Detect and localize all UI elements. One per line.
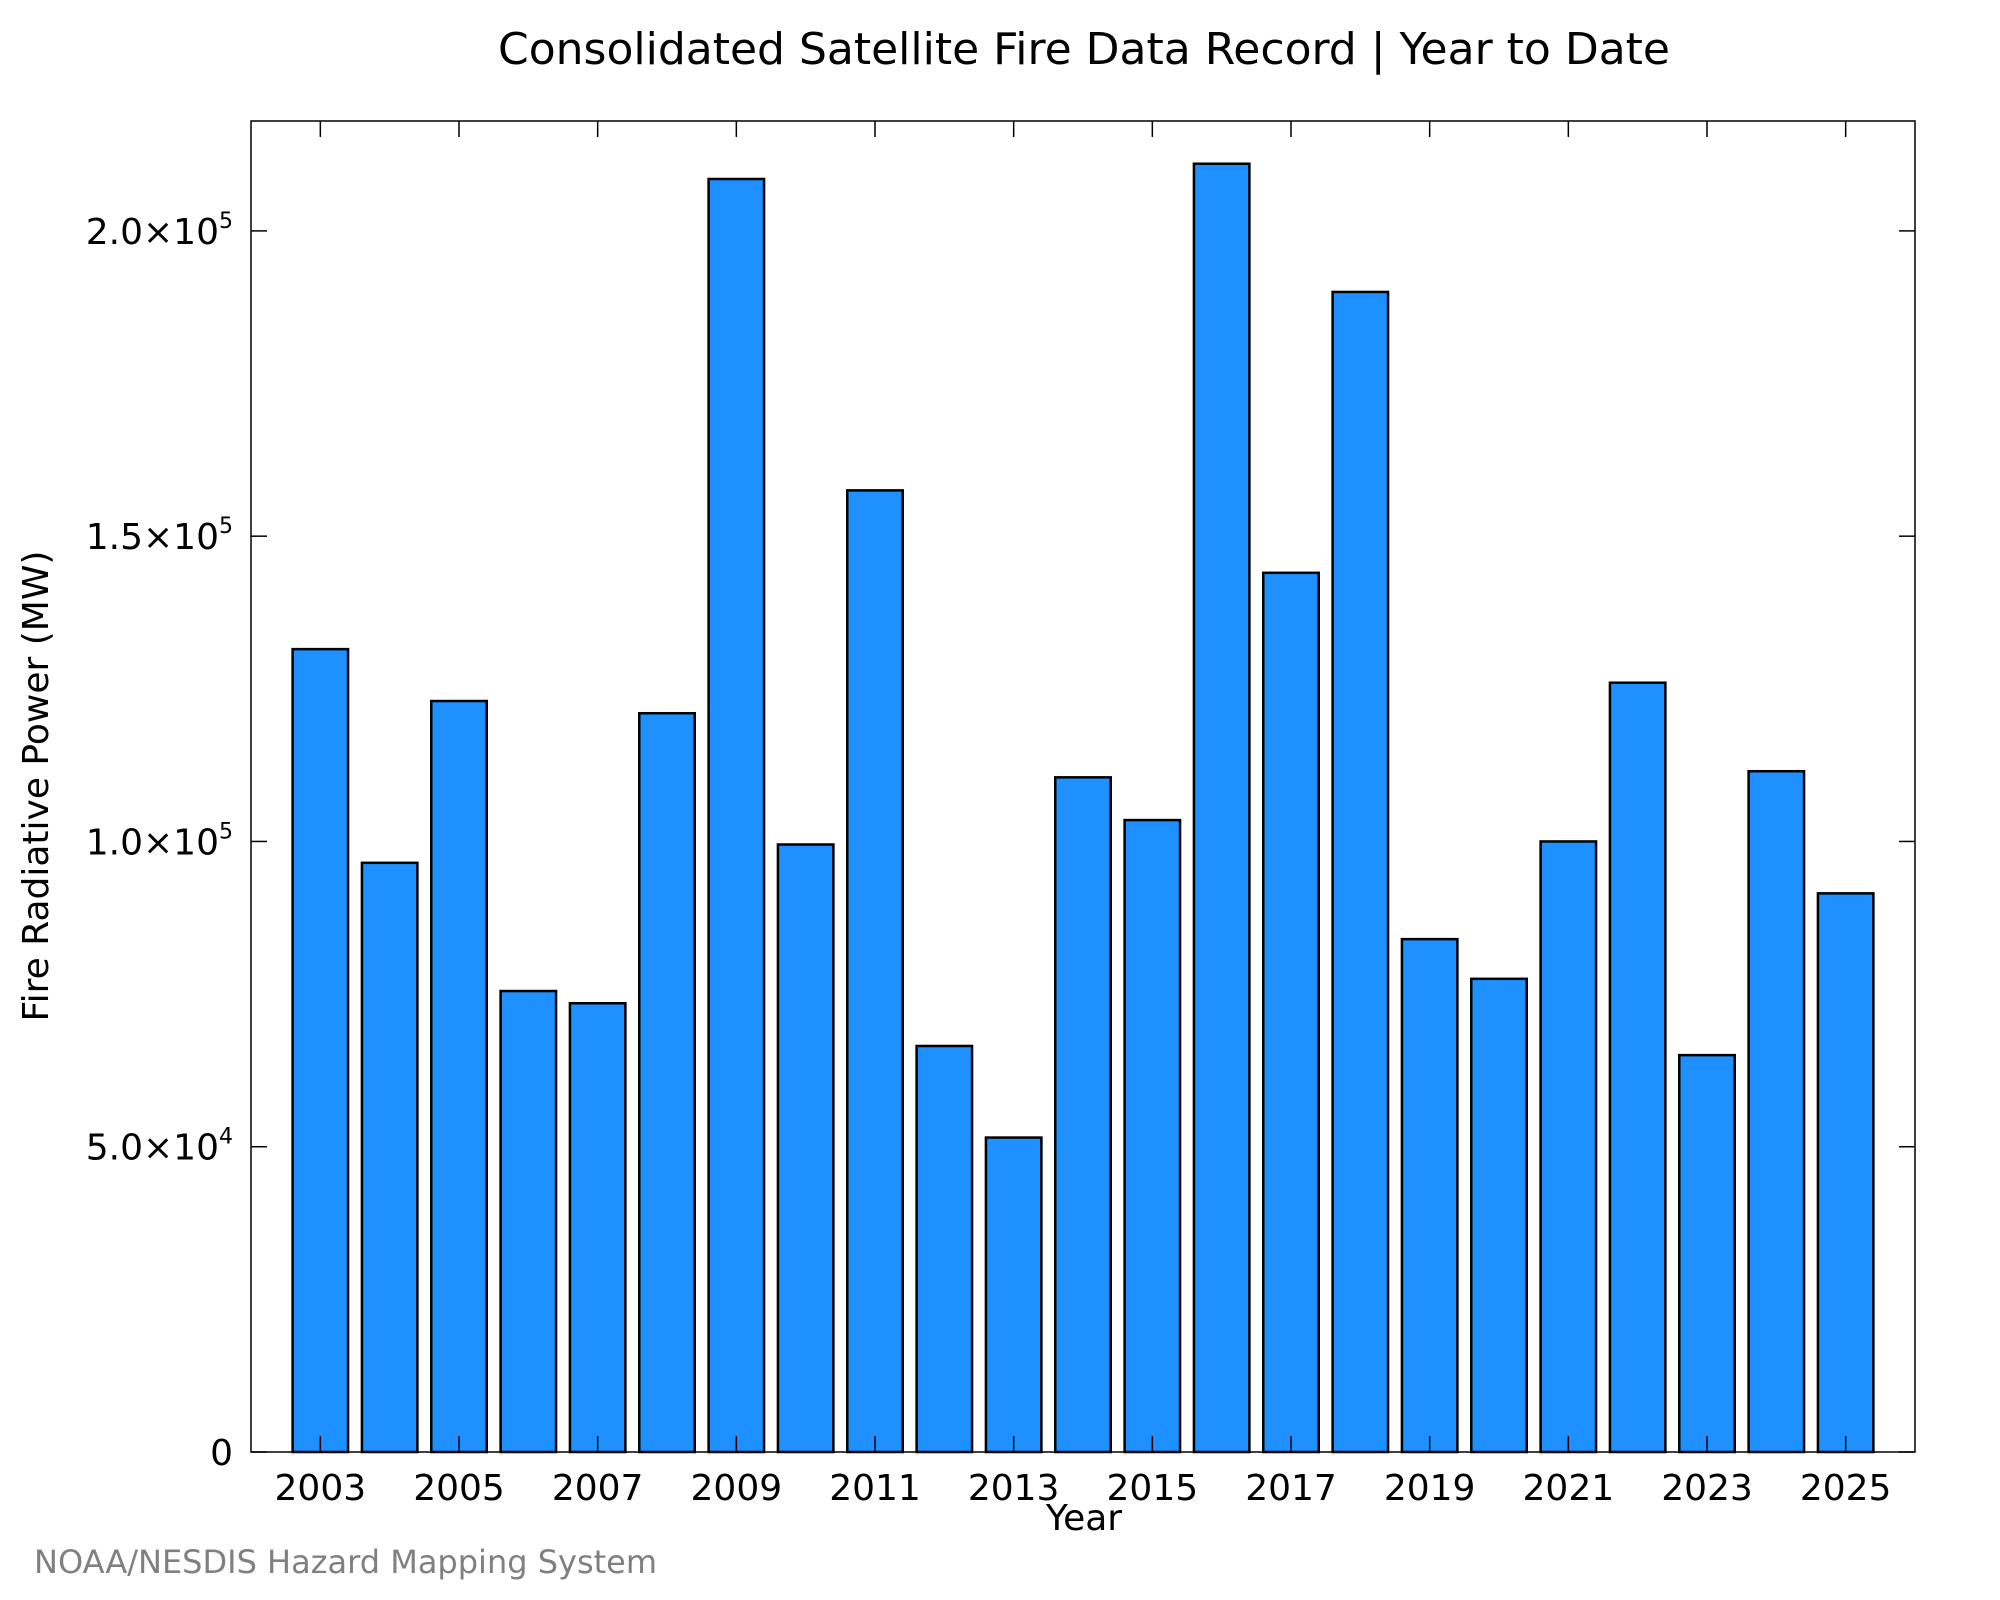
bar-2007 [568,1002,627,1454]
bar-2008 [638,711,696,1454]
bar-2019 [1400,937,1459,1454]
x-tick-label: 2007 [552,1468,644,1509]
y-tick-label: 2.0×105 [86,209,233,253]
x-tick-label: 2013 [968,1468,1060,1509]
x-axis-label: Year [1045,1498,1122,1539]
y-tick-label: 0 [210,1433,233,1474]
x-tick-label: 2021 [1523,1468,1615,1509]
x-tick-label: 2009 [691,1468,783,1509]
bar-2006 [499,989,558,1454]
bar-2015 [1123,818,1182,1454]
bar-2024 [1747,769,1806,1454]
x-tick-label: 2023 [1661,1468,1753,1509]
bar-2014 [1054,776,1112,1454]
y-tick-label: 5.0×104 [86,1125,233,1169]
x-tick-label: 2005 [413,1468,505,1509]
bar-2022 [1608,681,1667,1454]
bar-2020 [1470,977,1528,1454]
x-tick-label: 2025 [1800,1468,1892,1509]
bar-2018 [1331,290,1390,1454]
bar-2016 [1192,162,1251,1454]
bars-layer [291,162,1875,1454]
bar-2025 [1816,892,1875,1454]
y-tick-label: 1.0×105 [86,819,233,863]
chart-title: Consolidated Satellite Fire Data Record … [498,24,1670,75]
bar-2013 [984,1136,1043,1454]
x-tick-label: 2011 [829,1468,921,1509]
bar-2011 [846,489,904,1454]
ticks-layer: 0 5.0×104 1.0×105 1.5×105 2.0×105 2003 2005 200… [86,121,1915,1509]
x-tick-label: 2017 [1245,1468,1337,1509]
bar-2003 [291,647,350,1454]
x-tick-label: 2019 [1384,1468,1476,1509]
plot-frame [250,120,1916,1453]
credit-text: NOAA/NESDIS Hazard Mapping System [34,1543,657,1581]
bar-2021 [1539,840,1598,1454]
y-axis-label: Fire Radiative Power (MW) [16,551,57,1022]
bar-2010 [776,843,835,1454]
x-tick-label: 2015 [1107,1468,1199,1509]
bar-2009 [707,177,766,1454]
bar-2017 [1262,571,1320,1454]
bar-2004 [360,861,419,1454]
y-tick-label: 1.5×105 [86,514,233,558]
bar-2012 [915,1044,974,1454]
bar-2023 [1678,1053,1736,1454]
bar-2005 [430,699,488,1454]
x-tick-label: 2003 [275,1468,367,1509]
